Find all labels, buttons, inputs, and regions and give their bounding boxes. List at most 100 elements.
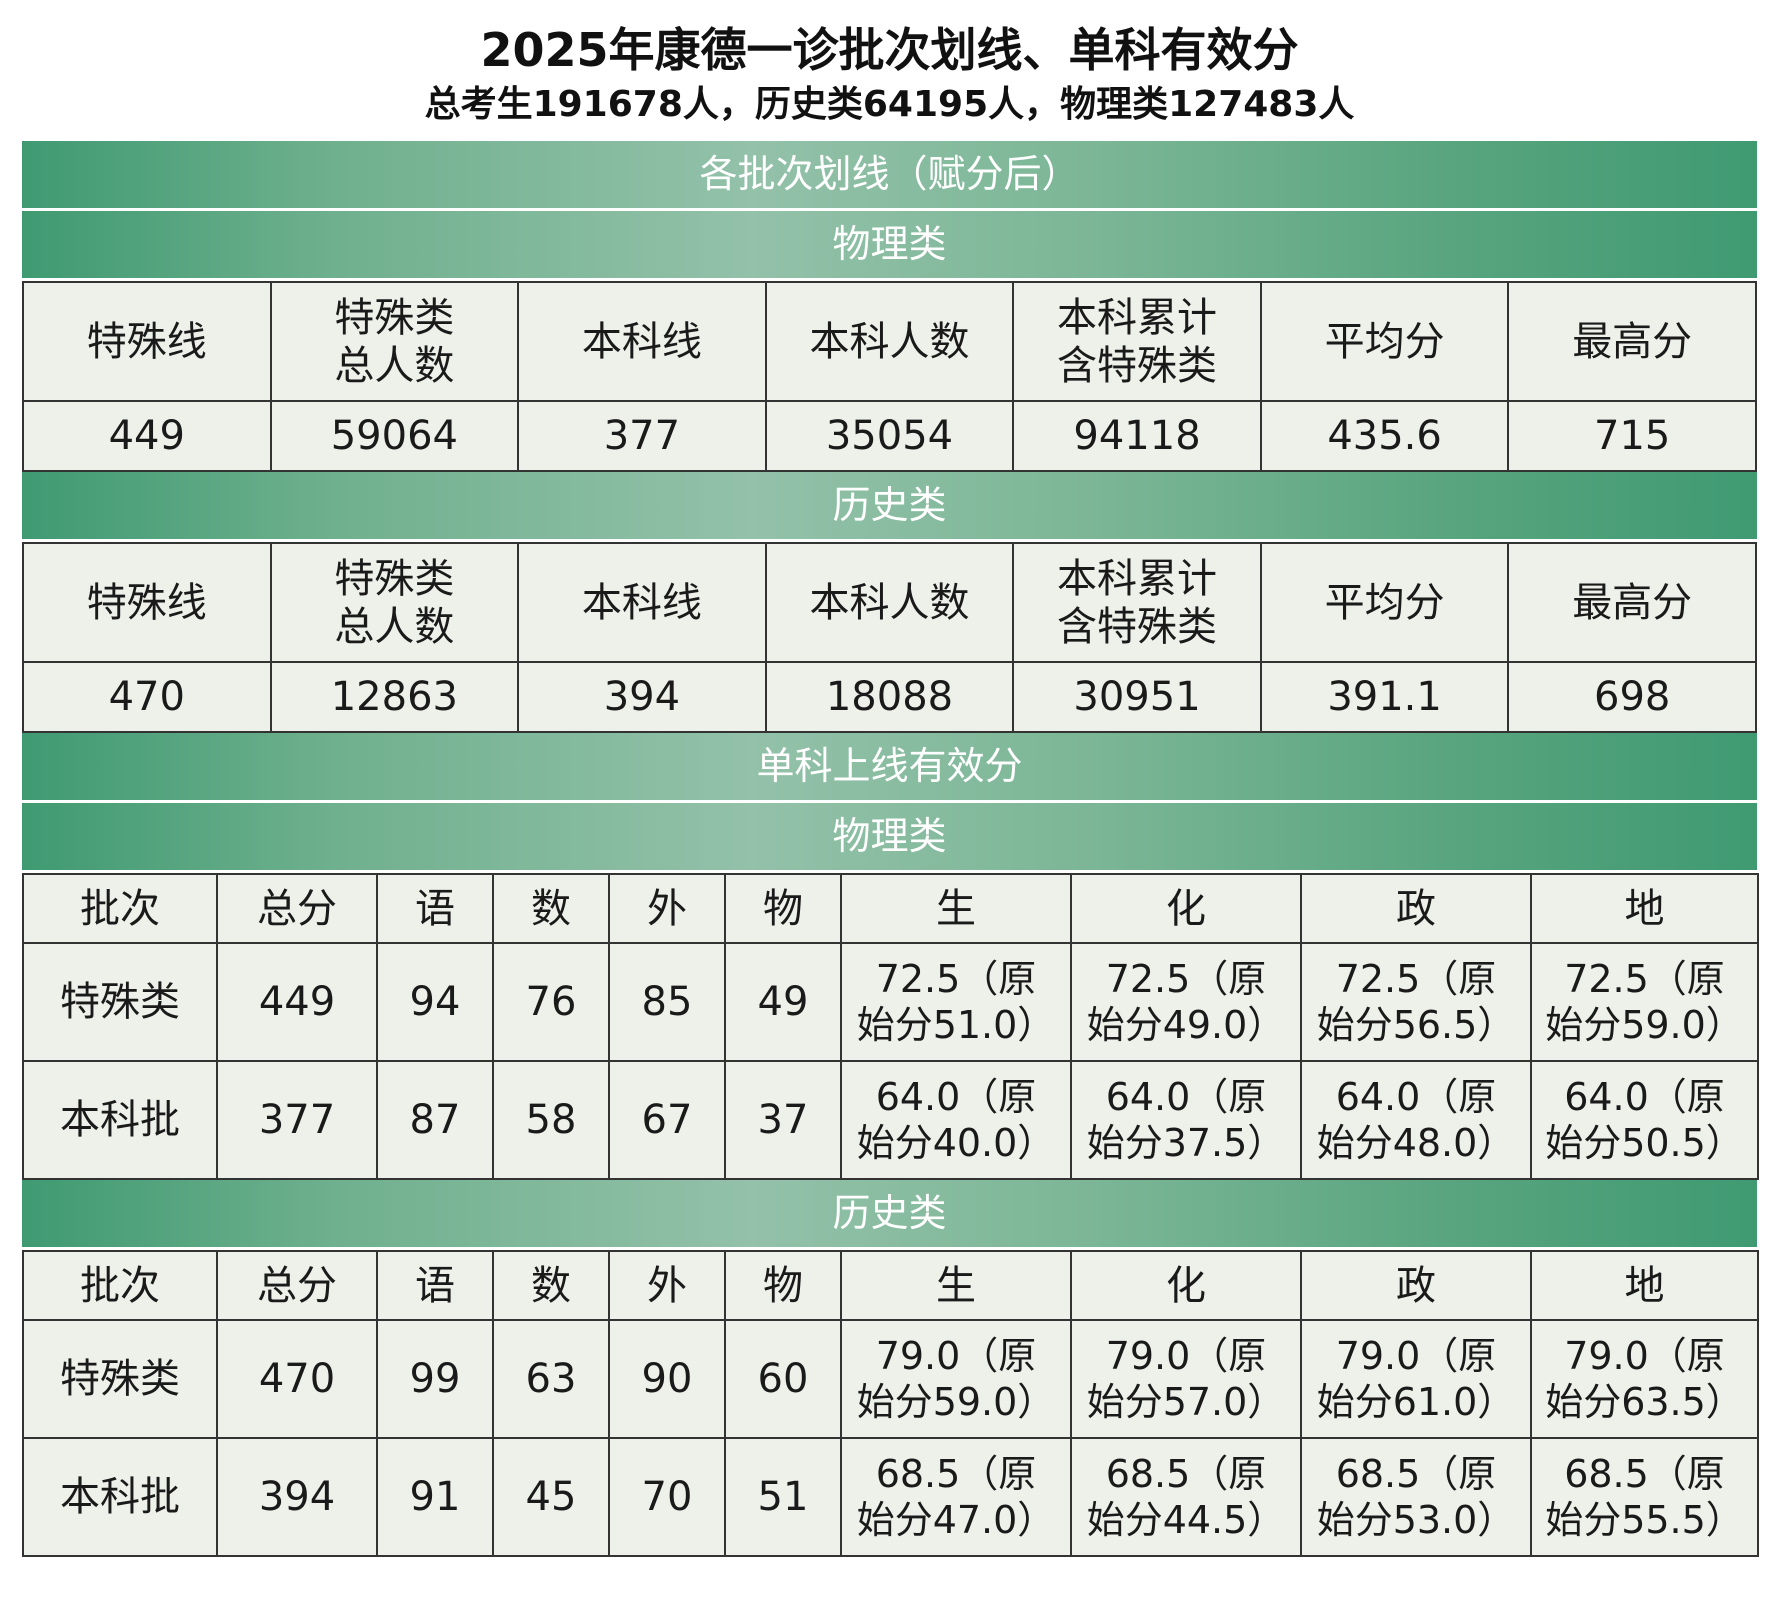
subject-score-cell: 76 [492,942,610,1062]
page-subtitle: 总考生191678人，历史类64195人，物理类127483人 [424,84,1355,125]
subject-score-cell: 68.5（原 始分44.5） [1070,1437,1302,1557]
subject-header-row: 批次 总分语数外物生化政地 [22,873,1759,944]
subject-score-cell: 99 [376,1319,494,1439]
batch-history-table: 特殊线 特殊类 总人数 本科线 本科人数 本科累计 含特殊类 平均分 最高分 470 12863 3… [22,542,1757,733]
subject-header-row: 批次 总分语数外物生化政地 [22,1250,1759,1321]
subject-header-cell: 语 [376,1250,494,1321]
subject-score-row: 本科批 377 87 58 67 37 64.0（原 始分40.0） 64.0（原 始分37.5）… [22,1060,1759,1180]
batch-header-cell: 本科累计 含特殊类 [1012,542,1262,663]
subject-header-cell: 政 [1300,873,1532,944]
subject-score-cell: 91 [376,1437,494,1557]
subject-score-cell: 51 [724,1437,842,1557]
subject-score-cell: 470 [216,1319,378,1439]
subject-physics-table: 批次 总分语数外物生化政地特殊类 449 94 76 85 49 72.5（原 始分51.0） 7… [22,873,1759,1180]
batch-header-cell: 特殊类 总人数 [269,542,520,663]
subject-header-cell: 化 [1070,873,1302,944]
subject-header-cell: 批次 [22,1250,218,1321]
subject-score-cell: 79.0（原 始分59.0） [840,1319,1072,1439]
subject-score-cell: 87 [376,1060,494,1180]
subject-score-cell: 49 [724,942,842,1062]
subject-score-cell: 72.5（原 始分59.0） [1530,942,1759,1062]
subject-header-cell: 总分 [216,873,378,944]
score-sheet: 各批次划线（赋分后） 物理类 特殊线 特殊类 总人数 本科线 本科人数 本科累计 含特殊类平… [22,141,1759,1557]
subject-score-cell: 394 [216,1437,378,1557]
subject-header-cell: 语 [376,873,494,944]
subject-section-title: 单科上线有效分 [22,733,1757,803]
batch-header-cell: 本科线 [517,281,767,402]
batch-physics-header-row: 特殊线 特殊类 总人数 本科线 本科人数 本科累计 含特殊类 平均分 最高分 [22,281,1757,402]
subject-header-cell: 总分 [216,1250,378,1321]
batch-header-cell: 特殊类 总人数 [269,281,520,402]
subject-history-table: 批次 总分语数外物生化政地特殊类 470 99 63 90 60 79.0（原 始分59.0） 7… [22,1250,1759,1557]
subject-header-cell: 批次 [22,873,218,944]
subject-header-cell: 生 [840,1250,1072,1321]
subject-score-row: 特殊类 470 99 63 90 60 79.0（原 始分59.0） 79.0（原 始分57.0）… [22,1319,1759,1439]
batch-physics-label: 物理类 [22,211,1757,281]
batch-value-cell: 35054 [764,400,1015,472]
subject-header-cell: 物 [724,1250,842,1321]
subject-score-cell: 特殊类 [22,1319,218,1439]
subject-score-cell: 68.5（原 始分53.0） [1300,1437,1532,1557]
batch-value-cell: 470 [22,661,272,733]
subject-score-cell: 60 [724,1319,842,1439]
subject-score-cell: 72.5（原 始分56.5） [1300,942,1532,1062]
subject-score-cell: 68.5（原 始分55.5） [1530,1437,1759,1557]
subject-score-cell: 72.5（原 始分51.0） [840,942,1072,1062]
batch-header-cell: 特殊线 [22,281,272,402]
batch-value-cell: 94118 [1012,400,1262,472]
batch-physics-value-row: 449 59064 377 35054 94118 435.6 715 [22,400,1757,472]
batch-value-cell: 377 [517,400,767,472]
subject-score-row: 特殊类 449 94 76 85 49 72.5（原 始分51.0） 72.5（原 始分49.0）… [22,942,1759,1062]
subject-score-cell: 本科批 [22,1060,218,1180]
subject-header-cell: 化 [1070,1250,1302,1321]
subject-score-cell: 72.5（原 始分49.0） [1070,942,1302,1062]
batch-value-cell: 435.6 [1259,400,1510,472]
subject-score-cell: 特殊类 [22,942,218,1062]
subject-header-cell: 数 [492,1250,610,1321]
batch-header-cell: 平均分 [1259,542,1510,663]
batch-value-cell: 715 [1507,400,1757,472]
batch-value-cell: 698 [1507,661,1757,733]
subject-score-cell: 68.5（原 始分47.0） [840,1437,1072,1557]
batch-header-cell: 平均分 [1259,281,1510,402]
subject-score-cell: 377 [216,1060,378,1180]
subject-score-cell: 94 [376,942,494,1062]
batch-physics-table: 特殊线 特殊类 总人数 本科线 本科人数 本科累计 含特殊类 平均分 最高分 449 59064 3… [22,281,1757,472]
batch-history-value-row: 470 12863 394 18088 30951 391.1 698 [22,661,1757,733]
subject-header-cell: 外 [608,1250,726,1321]
batch-value-cell: 449 [22,400,272,472]
subject-header-cell: 地 [1530,873,1759,944]
page-title: 2025年康德一诊批次划线、单科有效分 [480,23,1299,77]
subject-score-cell: 79.0（原 始分61.0） [1300,1319,1532,1439]
subject-header-cell: 生 [840,873,1072,944]
subject-header-cell: 外 [608,873,726,944]
batch-header-cell: 本科人数 [764,281,1015,402]
subject-score-cell: 本科批 [22,1437,218,1557]
subject-score-cell: 58 [492,1060,610,1180]
subject-header-cell: 物 [724,873,842,944]
batch-history-header-row: 特殊线 特殊类 总人数 本科线 本科人数 本科累计 含特殊类 平均分 最高分 [22,542,1757,663]
batch-header-cell: 特殊线 [22,542,272,663]
subject-score-row: 本科批 394 91 45 70 51 68.5（原 始分47.0） 68.5（原 始分44.5）… [22,1437,1759,1557]
batch-value-cell: 391.1 [1259,661,1510,733]
batch-header-cell: 本科人数 [764,542,1015,663]
subject-score-cell: 45 [492,1437,610,1557]
subject-score-cell: 64.0（原 始分48.0） [1300,1060,1532,1180]
subject-header-cell: 地 [1530,1250,1759,1321]
subject-score-cell: 37 [724,1060,842,1180]
batch-header-cell: 最高分 [1507,281,1757,402]
batch-value-cell: 12863 [269,661,520,733]
subject-score-cell: 449 [216,942,378,1062]
subject-score-cell: 64.0（原 始分40.0） [840,1060,1072,1180]
subject-score-cell: 90 [608,1319,726,1439]
subject-score-cell: 64.0（原 始分37.5） [1070,1060,1302,1180]
subject-score-cell: 63 [492,1319,610,1439]
batch-section-title: 各批次划线（赋分后） [22,141,1757,211]
subject-score-cell: 64.0（原 始分50.5） [1530,1060,1759,1180]
batch-header-cell: 本科线 [517,542,767,663]
subject-score-cell: 79.0（原 始分63.5） [1530,1319,1759,1439]
batch-history-label: 历史类 [22,472,1757,542]
batch-value-cell: 18088 [764,661,1015,733]
subject-history-label: 历史类 [22,1180,1757,1250]
batch-header-cell: 最高分 [1507,542,1757,663]
